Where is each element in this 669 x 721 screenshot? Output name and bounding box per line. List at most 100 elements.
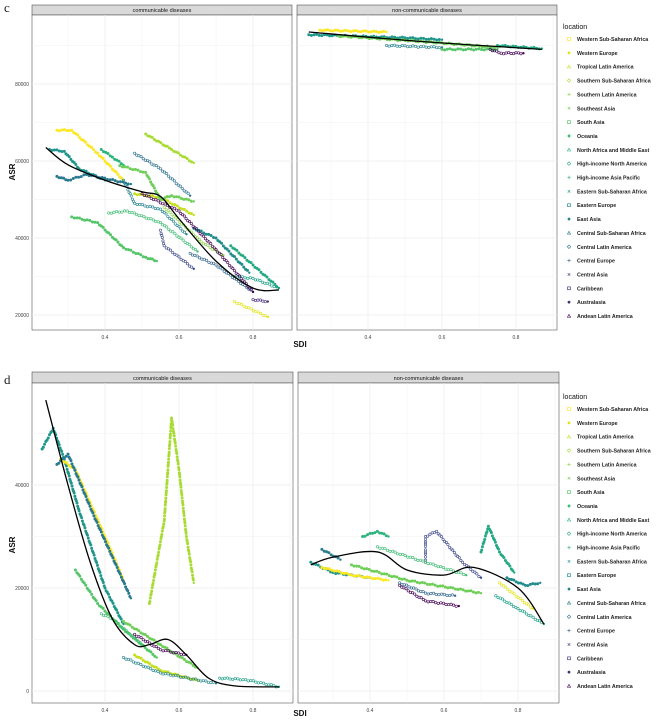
data-point [423, 599, 427, 603]
data-point [159, 167, 163, 171]
data-point [173, 437, 177, 441]
data-point [251, 263, 255, 267]
data-point [136, 168, 140, 172]
data-point [381, 578, 385, 582]
data-point [92, 553, 96, 557]
data-point [84, 583, 88, 587]
data-point [155, 561, 159, 565]
data-point [465, 564, 469, 568]
data-point [182, 658, 186, 662]
data-point [521, 582, 525, 586]
data-point [66, 452, 70, 456]
data-point [115, 608, 119, 612]
data-point [527, 603, 531, 607]
data-point [80, 519, 84, 523]
data-point [416, 45, 420, 49]
data-point [182, 653, 186, 657]
data-point [187, 242, 191, 246]
data-point [171, 251, 175, 255]
data-point [168, 440, 172, 444]
data-point [474, 591, 478, 595]
data-point [179, 236, 183, 240]
data-point [258, 298, 262, 302]
x-tick-label: 0.6 [176, 335, 183, 341]
plot-area [31, 382, 294, 704]
data-point [139, 662, 143, 666]
legend-marker-icon [567, 587, 571, 591]
data-point [222, 254, 225, 257]
data-point [150, 257, 154, 261]
data-point [238, 274, 242, 278]
legend-item: Eastern Sub-Saharan Africa [567, 189, 647, 195]
legend-marker-icon [566, 600, 572, 605]
data-point [448, 585, 452, 589]
data-point [147, 194, 151, 198]
data-point [397, 577, 401, 581]
data-point [322, 567, 326, 571]
panel-c: c communicable diseases 0.4 0.6 0.8 20000 4000… [4, 0, 651, 349]
data-point [331, 29, 335, 33]
data-point [140, 643, 144, 646]
legend-item: Southern Sub-Saharan Africa [566, 448, 651, 455]
data-point [195, 227, 199, 231]
data-point [382, 29, 386, 33]
data-point [70, 462, 74, 466]
data-point [116, 621, 120, 625]
data-point [347, 572, 351, 576]
data-point [154, 645, 158, 649]
data-point [121, 180, 125, 184]
data-point [148, 204, 152, 208]
data-point [485, 47, 489, 51]
data-point [189, 199, 193, 203]
data-point [166, 649, 170, 653]
gridlines [32, 383, 293, 703]
data-point [165, 486, 169, 490]
data-point [529, 614, 533, 618]
data-point [132, 211, 136, 215]
data-point [65, 467, 69, 471]
data-point [129, 194, 133, 198]
data-point [495, 49, 499, 53]
data-point [191, 578, 195, 582]
legend-item: High-income North America [566, 531, 647, 538]
data-point [125, 209, 129, 213]
legend-marker-icon [566, 161, 572, 166]
data-point [57, 129, 61, 133]
data-point [338, 29, 342, 33]
data-point [415, 580, 419, 584]
data-point [174, 650, 178, 654]
data-point [137, 629, 141, 633]
series-southeast-asia [118, 164, 195, 203]
legend-item: Oceania [567, 504, 598, 510]
data-point [482, 540, 486, 544]
data-point [160, 532, 164, 536]
data-point [427, 37, 431, 41]
data-point [133, 192, 137, 196]
data-point [497, 550, 501, 554]
data-point [260, 280, 264, 284]
data-point [418, 581, 422, 585]
data-point [475, 572, 479, 576]
data-point [91, 511, 95, 515]
legend-marker-icon [567, 203, 571, 207]
data-point [165, 646, 169, 650]
data-point [178, 220, 182, 224]
series-western-sub-saharan-africa [318, 28, 388, 34]
data-point [96, 151, 100, 155]
data-point [249, 261, 253, 265]
data-point [418, 558, 422, 562]
data-point [234, 257, 238, 261]
data-point [356, 29, 360, 33]
legend-item: Eastern Europe [567, 573, 616, 579]
data-point [80, 217, 84, 221]
data-point [449, 602, 453, 606]
data-point [156, 646, 160, 650]
x-tick-label: 0.4 [102, 335, 109, 341]
data-point [254, 680, 258, 684]
data-point [74, 162, 78, 166]
data-point [189, 563, 193, 567]
data-point [177, 255, 181, 259]
data-point [533, 582, 537, 586]
data-point [178, 478, 182, 482]
data-point [440, 592, 444, 596]
